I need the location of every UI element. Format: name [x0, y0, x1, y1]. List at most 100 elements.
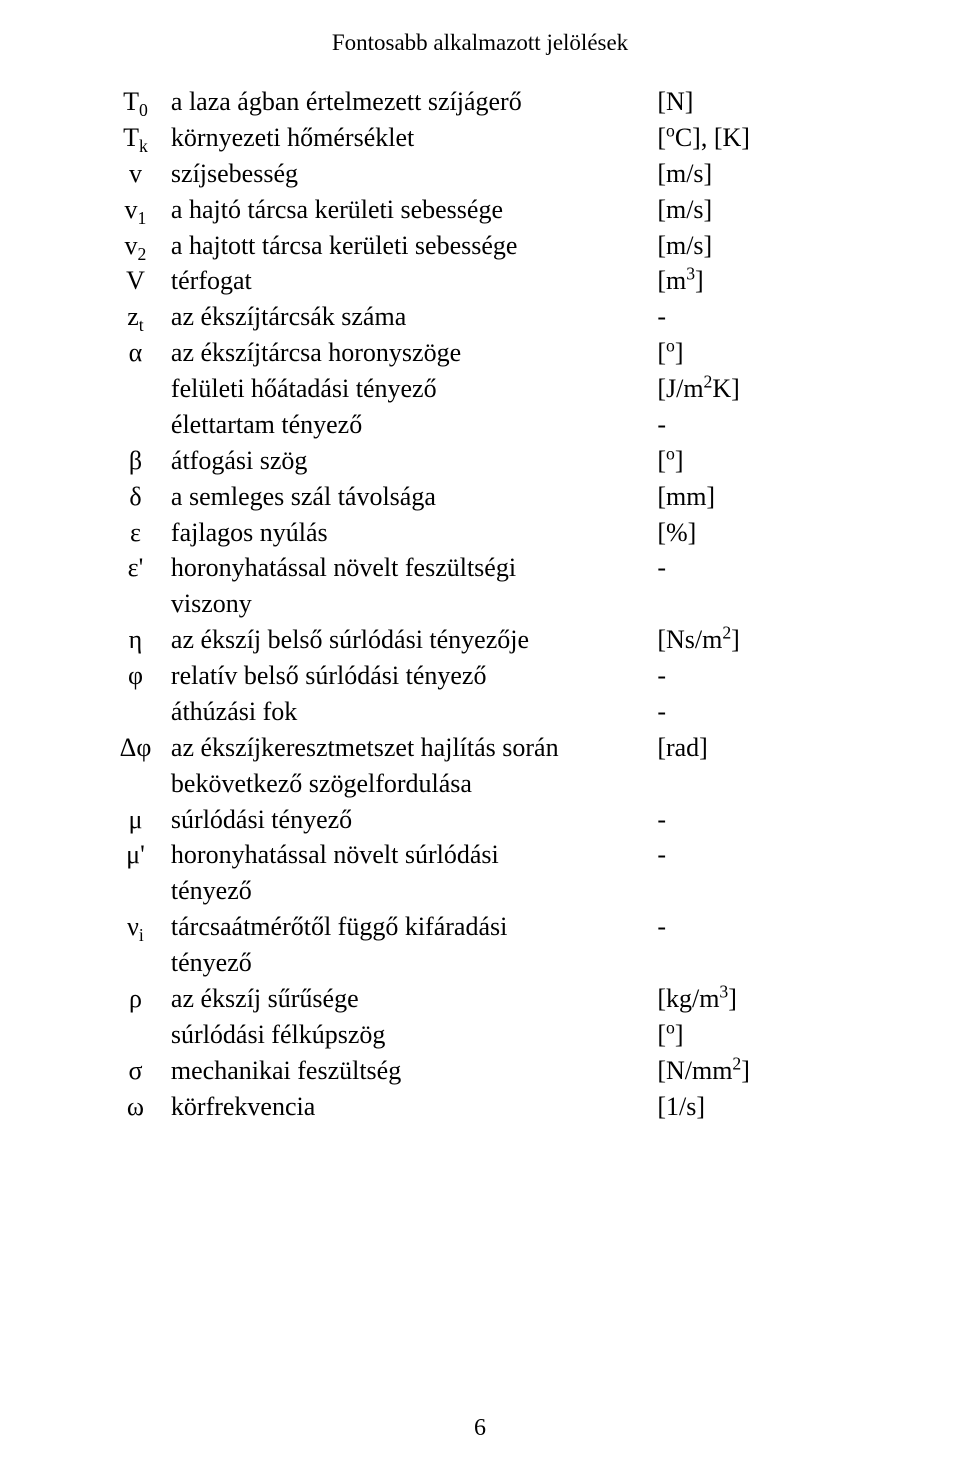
table-row: felületi hőátadási tényező[J/m2K] — [100, 371, 860, 407]
symbol-cell: zt — [100, 299, 171, 335]
unit-cell: [m/s] — [657, 156, 860, 192]
table-row: φrelatív belső súrlódási tényező- — [100, 658, 860, 694]
unit-cell: - — [657, 299, 860, 335]
symbol-cell: ε — [100, 515, 171, 551]
table-row: áthúzási fok- — [100, 694, 860, 730]
unit-cell: [o] — [657, 443, 860, 479]
table-row: viszony — [100, 586, 860, 622]
description-cell: tényező — [171, 945, 657, 981]
description-cell: térfogat — [171, 263, 657, 299]
symbol-cell: α — [100, 335, 171, 371]
table-row: βátfogási szög[o] — [100, 443, 860, 479]
page: Fontosabb alkalmazott jelölések T0a laza… — [0, 0, 960, 1472]
symbol-cell: ω — [100, 1089, 171, 1125]
description-cell: súrlódási félkúpszög — [171, 1017, 657, 1053]
description-cell: fajlagos nyúlás — [171, 515, 657, 551]
unit-cell: - — [657, 407, 860, 443]
symbol-cell: Δφ — [100, 730, 171, 766]
description-cell: az ékszíjtárcsa horonyszöge — [171, 335, 657, 371]
description-cell: szíjsebesség — [171, 156, 657, 192]
description-cell: átfogási szög — [171, 443, 657, 479]
symbol-cell: η — [100, 622, 171, 658]
symbol-cell: μ' — [100, 837, 171, 873]
unit-cell: [J/m2K] — [657, 371, 860, 407]
unit-cell: [%] — [657, 515, 860, 551]
symbol-cell: νi — [100, 909, 171, 945]
table-row: ztaz ékszíjtárcsák száma- — [100, 299, 860, 335]
unit-cell: [rad] — [657, 730, 860, 766]
symbol-cell: v2 — [100, 228, 171, 264]
table-row: élettartam tényező- — [100, 407, 860, 443]
symbol-cell: v1 — [100, 192, 171, 228]
unit-cell: - — [657, 658, 860, 694]
unit-cell: [kg/m3] — [657, 981, 860, 1017]
description-cell: körfrekvencia — [171, 1089, 657, 1125]
symbol-cell: ε' — [100, 550, 171, 586]
table-row: αaz ékszíjtárcsa horonyszöge[o] — [100, 335, 860, 371]
description-cell: relatív belső súrlódási tényező — [171, 658, 657, 694]
unit-cell: - — [657, 909, 860, 945]
description-cell: a hajtott tárcsa kerületi sebessége — [171, 228, 657, 264]
symbol-cell: σ — [100, 1053, 171, 1089]
unit-cell: [m/s] — [657, 228, 860, 264]
description-cell: a semleges szál távolsága — [171, 479, 657, 515]
unit-cell — [657, 766, 860, 802]
table-row: ρaz ékszíj sűrűsége[kg/m3] — [100, 981, 860, 1017]
symbol-cell — [100, 1017, 171, 1053]
page-number: 6 — [0, 1415, 960, 1442]
table-row: tényező — [100, 945, 860, 981]
description-cell: az ékszíjtárcsák száma — [171, 299, 657, 335]
description-cell: súrlódási tényező — [171, 802, 657, 838]
unit-cell — [657, 945, 860, 981]
description-cell: mechanikai feszültség — [171, 1053, 657, 1089]
description-cell: áthúzási fok — [171, 694, 657, 730]
unit-cell: [N/mm2] — [657, 1053, 860, 1089]
unit-cell: [mm] — [657, 479, 860, 515]
page-header: Fontosabb alkalmazott jelölések — [100, 30, 860, 56]
symbol-cell — [100, 371, 171, 407]
symbol-cell: μ — [100, 802, 171, 838]
unit-cell: - — [657, 837, 860, 873]
symbol-cell — [100, 766, 171, 802]
symbol-cell — [100, 694, 171, 730]
table-row: μsúrlódási tényező- — [100, 802, 860, 838]
symbol-cell: δ — [100, 479, 171, 515]
unit-cell — [657, 873, 860, 909]
table-row: ωkörfrekvencia[1/s] — [100, 1089, 860, 1125]
table-row: vszíjsebesség[m/s] — [100, 156, 860, 192]
table-row: ηaz ékszíj belső súrlódási tényezője[Ns/… — [100, 622, 860, 658]
description-cell: bekövetkező szögelfordulása — [171, 766, 657, 802]
symbol-cell: v — [100, 156, 171, 192]
table-row: Vtérfogat[m3] — [100, 263, 860, 299]
unit-cell: [m/s] — [657, 192, 860, 228]
description-cell: viszony — [171, 586, 657, 622]
description-cell: tényező — [171, 873, 657, 909]
table-row: μ'horonyhatással növelt súrlódási- — [100, 837, 860, 873]
table-row: T0a laza ágban értelmezett szíjágerő[N] — [100, 84, 860, 120]
unit-cell: - — [657, 694, 860, 730]
table-row: bekövetkező szögelfordulása — [100, 766, 860, 802]
description-cell: élettartam tényező — [171, 407, 657, 443]
table-row: súrlódási félkúpszög[o] — [100, 1017, 860, 1053]
symbol-cell — [100, 873, 171, 909]
table-row: v1a hajtó tárcsa kerületi sebessége[m/s] — [100, 192, 860, 228]
table-row: tényező — [100, 873, 860, 909]
symbol-cell: Tk — [100, 120, 171, 156]
symbol-cell: ρ — [100, 981, 171, 1017]
unit-cell: [N] — [657, 84, 860, 120]
notation-table: T0a laza ágban értelmezett szíjágerő[N]T… — [100, 84, 860, 1124]
symbol-cell — [100, 945, 171, 981]
description-cell: a laza ágban értelmezett szíjágerő — [171, 84, 657, 120]
symbol-cell — [100, 586, 171, 622]
description-cell: az ékszíjkeresztmetszet hajlítás során — [171, 730, 657, 766]
table-row: δa semleges szál távolsága[mm] — [100, 479, 860, 515]
description-cell: a hajtó tárcsa kerületi sebessége — [171, 192, 657, 228]
description-cell: tárcsaátmérőtől függő kifáradási — [171, 909, 657, 945]
description-cell: az ékszíj belső súrlódási tényezője — [171, 622, 657, 658]
description-cell: horonyhatással növelt feszültségi — [171, 550, 657, 586]
unit-cell: [o] — [657, 335, 860, 371]
table-row: Δφaz ékszíjkeresztmetszet hajlítás során… — [100, 730, 860, 766]
symbol-cell: φ — [100, 658, 171, 694]
table-row: νitárcsaátmérőtől függő kifáradási- — [100, 909, 860, 945]
unit-cell: [1/s] — [657, 1089, 860, 1125]
